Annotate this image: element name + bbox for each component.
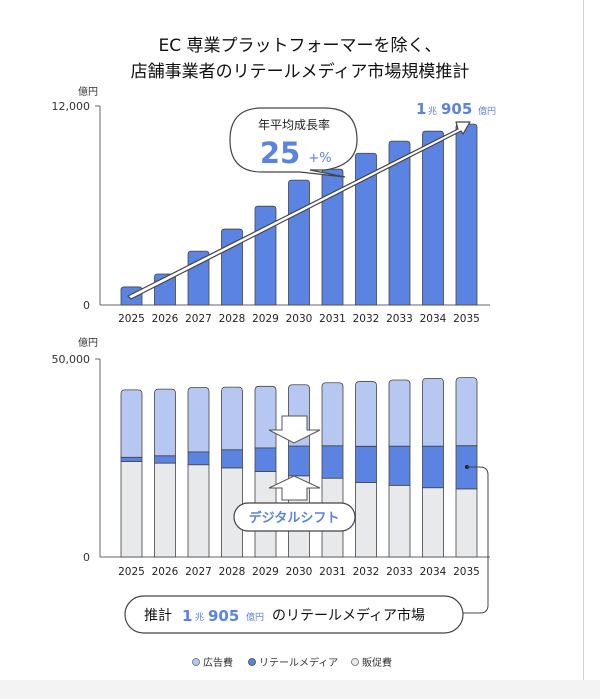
top-unit-label: 億円 — [78, 85, 98, 98]
bottom-bar-2025-seg-0 — [120, 461, 143, 558]
top-bar-2030 — [288, 179, 310, 306]
legend-retail-media: リテールメディア — [259, 656, 338, 669]
bottom-bar-2035-seg-0 — [455, 488, 478, 558]
callout-cho: 兆 — [195, 612, 204, 623]
bottom-bar-2030-seg-1 — [288, 445, 310, 477]
top-xtick-2032: 2032 — [353, 313, 380, 325]
bottom-bar-2027-seg-1 — [187, 451, 210, 466]
bottom-bar-2034-seg-1 — [422, 445, 444, 489]
bottom-xtick-2027: 2027 — [185, 566, 212, 578]
cagr-suffix: +% — [308, 151, 331, 166]
bottom-xtick-2028: 2028 — [219, 566, 246, 578]
cagr-value: 25 — [260, 136, 300, 170]
top-bar-2033 — [388, 140, 411, 306]
top-bar-2035 — [455, 123, 478, 306]
bottom-xtick-2026: 2026 — [152, 566, 179, 578]
top-xtick-2026: 2026 — [152, 313, 179, 325]
digital-shift-arrows — [268, 415, 321, 501]
bottom-bar-2026-seg-1 — [154, 455, 176, 464]
digital-shift-label: デジタルシフト — [233, 502, 356, 532]
bottom-bar-2033-seg-2 — [388, 379, 411, 447]
end-value-2: 905 — [441, 100, 472, 118]
bottom-bar-2026-seg-2 — [154, 388, 176, 457]
legend-swatch-promo — [351, 658, 359, 666]
growth-arrow — [127, 121, 471, 300]
top-xtick-2031: 2031 — [319, 313, 346, 325]
end-value-1: 1 — [416, 100, 426, 118]
title-line2: 店舗事業者のリテールメディア市場規模推計 — [131, 61, 470, 82]
callout-unit: 億円 — [246, 611, 264, 623]
top-bar-2029 — [254, 205, 277, 306]
top-xtick-2033: 2033 — [386, 313, 413, 325]
legend-ad: 広告費 — [203, 656, 233, 669]
top-xtick-2029: 2029 — [252, 313, 279, 325]
top-xtick-2028: 2028 — [219, 313, 246, 325]
bottom-ytick-max: 50,000 — [52, 353, 91, 366]
cagr-label: 年平均成長率 — [258, 117, 330, 132]
shift-label: デジタルシフト — [249, 510, 340, 526]
bottom-xtick-2033: 2033 — [386, 566, 413, 578]
legend-swatch-retail-media — [248, 658, 256, 666]
top-ytick-max: 12,000 — [52, 100, 91, 113]
title-line1: EC 専業プラットフォーマーを除く、 — [158, 36, 441, 56]
bottom-bar-2034-seg-2 — [422, 378, 444, 447]
bottom-bar-2027-seg-2 — [187, 387, 210, 453]
bottom-unit-label: 億円 — [78, 336, 98, 349]
bottom-chart: 億円 50,000 0 2025 2026 2027 2028 2029 2030 2031… — [52, 336, 490, 669]
callout-suffix: のリテールメディア市場 — [272, 607, 425, 624]
top-ytick-zero: 0 — [83, 299, 90, 312]
bottom-bar-2025-seg-2 — [120, 389, 143, 458]
bottom-bar-2032-seg-2 — [355, 381, 377, 447]
bottom-bar-2031-seg-1 — [321, 445, 344, 479]
legend: 広告費 リテールメディア 販促費 — [192, 656, 392, 669]
top-bar-2034 — [422, 130, 444, 306]
bottom-bar-2025-seg-1 — [120, 456, 143, 462]
top-xtick-2030: 2030 — [286, 313, 313, 325]
footer-strip — [0, 680, 600, 699]
bottom-bar-2028-seg-1 — [221, 449, 243, 469]
bottom-bar-2032-seg-0 — [355, 482, 377, 558]
top-bar-2032 — [355, 152, 377, 306]
callout-2: 905 — [208, 607, 239, 625]
bottom-xtick-2030: 2030 — [286, 566, 313, 578]
end-value-unit: 億円 — [478, 105, 496, 117]
bottom-xtick-2035: 2035 — [453, 566, 480, 578]
bottom-xtick-2032: 2032 — [353, 566, 380, 578]
top-xtick-2035: 2035 — [453, 313, 480, 325]
top-xtick-2034: 2034 — [420, 313, 447, 325]
bottom-bar-2027-seg-0 — [187, 464, 210, 558]
top-bar-2031 — [321, 168, 344, 306]
bottom-bar-2034-seg-0 — [422, 487, 444, 558]
bottom-bar-2033-seg-0 — [388, 484, 411, 558]
callout-connector — [463, 465, 489, 614]
top-xtick-2027: 2027 — [185, 313, 212, 325]
top-chart: 億円 12,000 0 2025 2026 2027 2028 2029 2030 2031… — [52, 85, 497, 325]
bottom-xtick-2031: 2031 — [319, 566, 346, 578]
bottom-bar-2029-seg-1 — [254, 447, 277, 472]
bottom-ytick-zero: 0 — [83, 551, 90, 564]
cagr-bubble: 年平均成長率 25 +% — [229, 107, 358, 178]
end-value-cho: 兆 — [428, 106, 437, 117]
end-value-label: 1 兆 905 億円 — [416, 100, 496, 118]
bottom-bar-2035-seg-2 — [455, 377, 478, 447]
bottom-bar-2028-seg-2 — [221, 386, 243, 451]
bottom-bar-2033-seg-1 — [388, 445, 411, 486]
legend-promo: 販促費 — [362, 656, 392, 669]
bottom-bar-2032-seg-1 — [355, 445, 377, 483]
bottom-xtick-2034: 2034 — [420, 566, 447, 578]
top-xtick-2025: 2025 — [118, 313, 145, 325]
page-border — [583, 0, 584, 680]
bottom-xtick-2025: 2025 — [118, 566, 145, 578]
bottom-bar-2029-seg-2 — [254, 385, 277, 449]
bottom-bar-2026-seg-0 — [154, 462, 176, 558]
bottom-bar-2031-seg-2 — [321, 382, 344, 447]
bottom-xtick-2029: 2029 — [252, 566, 279, 578]
market-callout: 推計 1 兆 905 億円 のリテールメディア市場 — [124, 595, 464, 634]
callout-prefix: 推計 — [144, 608, 172, 624]
legend-swatch-ad — [192, 658, 200, 666]
callout-1: 1 — [182, 607, 192, 625]
